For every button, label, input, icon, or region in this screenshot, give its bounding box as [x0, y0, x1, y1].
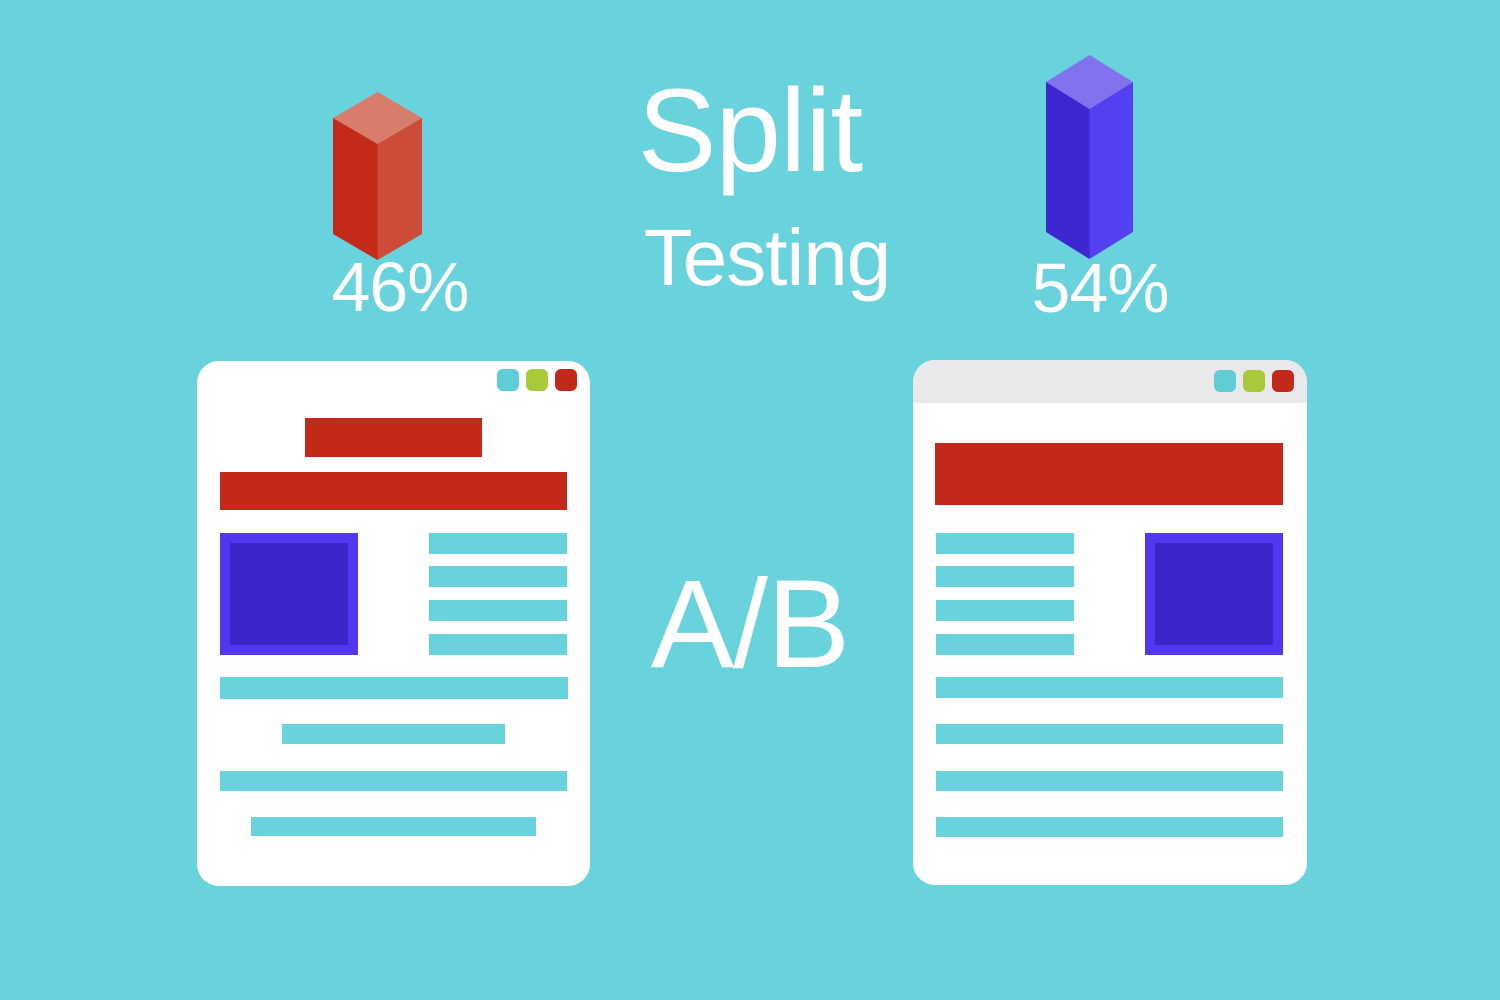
variant-b-text-line	[936, 600, 1074, 621]
variant-a-percent-label: 46%	[331, 248, 469, 326]
variant-a-image-placeholder	[220, 533, 358, 655]
title-line-2: Testing	[643, 213, 891, 302]
variant-a-bar-left-face	[333, 118, 378, 260]
variant-a-text-line	[220, 677, 568, 699]
variant-b-percent-label: 54%	[1031, 249, 1169, 327]
window-b-maximize-dot-icon	[1243, 370, 1265, 392]
variant-a-3d-bar	[333, 92, 422, 260]
variant-a-text-line	[429, 566, 567, 587]
variant-b-text-line	[936, 533, 1074, 554]
window-a-close-dot-icon	[555, 369, 577, 391]
browser-window-variant-b	[913, 360, 1307, 885]
window-b-titlebar	[913, 360, 1307, 403]
variant-b-banner-placeholder	[935, 443, 1283, 505]
variant-a-text-line	[282, 724, 505, 744]
window-a-maximize-dot-icon	[526, 369, 548, 391]
variant-a-text-line	[251, 817, 536, 836]
variant-b-text-line	[936, 566, 1074, 587]
variant-b-text-line	[936, 817, 1283, 837]
variant-a-text-line	[429, 533, 567, 554]
window-a-minimize-dot-icon	[497, 369, 519, 391]
variant-a-bar-right-face	[377, 118, 422, 260]
variant-a-text-line	[429, 600, 567, 621]
variant-b-text-line	[936, 677, 1283, 698]
variant-b-text-line	[936, 724, 1283, 744]
variant-b-3d-bar	[1046, 55, 1133, 259]
window-b-minimize-dot-icon	[1214, 370, 1236, 392]
ab-center-label: A/B	[650, 555, 850, 694]
window-b-close-dot-icon	[1272, 370, 1294, 392]
variant-a-text-line	[220, 771, 567, 791]
variant-b-bar-left-face	[1046, 82, 1090, 259]
variant-b-text-line	[936, 771, 1283, 791]
title-line-1: Split	[637, 65, 864, 197]
variant-a-text-line	[429, 634, 567, 655]
browser-window-variant-a	[197, 361, 590, 886]
variant-a-heading-placeholder	[305, 418, 482, 457]
variant-b-text-line	[936, 634, 1074, 655]
variant-a-banner-placeholder	[220, 472, 567, 510]
variant-b-bar-right-face	[1089, 82, 1133, 259]
variant-b-image-placeholder	[1145, 533, 1283, 655]
